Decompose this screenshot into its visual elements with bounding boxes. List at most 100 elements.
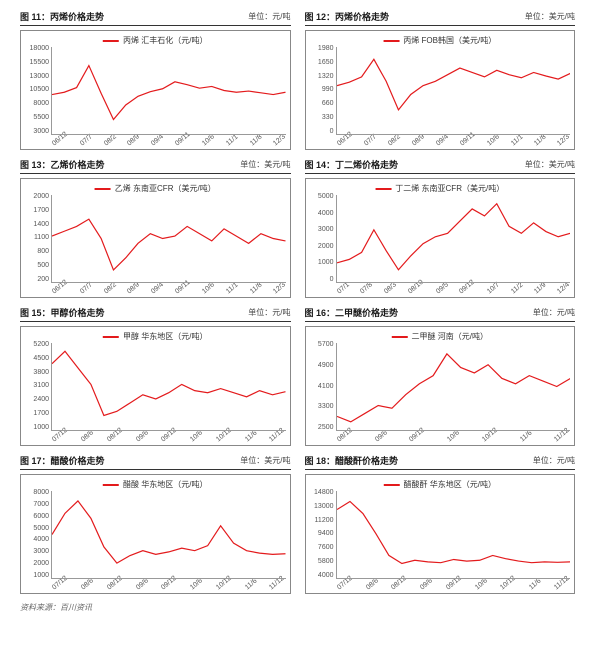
line-svg: [52, 491, 286, 578]
x-tick: 09/6: [135, 429, 150, 443]
y-tick: 7000: [23, 501, 49, 508]
x-tick: 10/6: [189, 429, 204, 443]
plot-area: [51, 47, 286, 135]
chart-legend: 醋酸 华东地区（元/吨）: [103, 479, 207, 490]
y-tick: 1100: [23, 234, 49, 241]
chart-panel: 图 16：二甲醚价格走势单位：元/吨二甲醚 河南（元/吨）57004900410…: [305, 306, 576, 446]
x-tick: 10/6: [189, 577, 204, 591]
chart-unit: 单位：美元/吨: [525, 11, 575, 22]
plot-area: [336, 195, 571, 283]
chart-title: 图 13：乙烯价格走势: [20, 158, 105, 171]
chart-plot: 醋酸酐 华东地区（元/吨）148001300011200940076005800…: [305, 474, 576, 594]
y-tick: 6000: [23, 513, 49, 520]
x-tick: 08/9: [411, 133, 426, 147]
chart-legend: 丁二烯 东南亚CFR（美元/吨）: [375, 183, 504, 194]
legend-label: 醋酸 华东地区（元/吨）: [123, 479, 207, 490]
y-tick: 2400: [23, 396, 49, 403]
series-line: [52, 219, 286, 270]
chart-header: 图 16：二甲醚价格走势单位：元/吨: [305, 306, 576, 322]
y-tick: 1000: [23, 424, 49, 431]
y-tick: 8000: [23, 489, 49, 496]
x-tick: 10/6: [486, 133, 501, 147]
y-tick: 4500: [23, 355, 49, 362]
y-tick: 0: [308, 276, 334, 283]
x-tick: 11/6: [244, 578, 259, 592]
legend-swatch: [384, 484, 400, 486]
y-tick: 10500: [23, 86, 49, 93]
x-tick: 11/8: [249, 134, 264, 148]
x-tick: 11/6: [528, 578, 543, 592]
y-axis: 500040003000200010000: [308, 193, 334, 283]
legend-label: 丁二烯 东南亚CFR（美元/吨）: [395, 183, 504, 194]
x-tick: 08/6: [80, 429, 95, 443]
y-axis: 80007000600050004000300020001000: [23, 489, 49, 579]
y-tick: 5000: [23, 525, 49, 532]
x-tick: 10/7: [486, 281, 501, 295]
x-tick: 07/1: [336, 281, 351, 295]
x-tick: 09/6: [419, 577, 434, 591]
chart-grid: 图 11：丙烯价格走势单位：元/吨丙烯 汇丰石化（元/吨）18000155001…: [20, 10, 575, 594]
x-tick: 10/6: [446, 429, 461, 443]
chart-panel: 图 11：丙烯价格走势单位：元/吨丙烯 汇丰石化（元/吨）18000155001…: [20, 10, 291, 150]
y-tick: 7600: [308, 544, 334, 551]
chart-plot: 丙烯 汇丰石化（元/吨）1800015500130001050080005500…: [20, 30, 291, 150]
x-axis: 07/107/808/308/1009/509/1210/711/211/912…: [336, 290, 571, 297]
x-tick: 09/5: [435, 281, 450, 295]
source-text: 资料来源：百川资讯: [20, 602, 575, 613]
chart-plot: 丁二烯 东南亚CFR（美元/吨）50004000300020001000007/…: [305, 178, 576, 298]
chart-panel: 图 15：甲醇价格走势单位：元/吨甲醇 华东地区（元/吨）52004500380…: [20, 306, 291, 446]
y-tick: 2500: [308, 424, 334, 431]
y-tick: 1980: [308, 45, 334, 52]
x-tick: 10/6: [201, 281, 216, 295]
chart-plot: 醋酸 华东地区（元/吨）8000700060005000400030002000…: [20, 474, 291, 594]
y-tick: 3000: [23, 128, 49, 135]
chart-title: 图 16：二甲醚价格走势: [305, 306, 399, 319]
y-tick: 2000: [23, 560, 49, 567]
plot-area: [51, 195, 286, 283]
x-axis: 08/1209/609/1210/610/1211/611/12: [336, 438, 571, 445]
chart-title: 图 15：甲醇价格走势: [20, 306, 105, 319]
y-tick: 660: [308, 100, 334, 107]
chart-title: 图 17：醋酸价格走势: [20, 454, 105, 467]
x-tick: 11/9: [533, 282, 548, 296]
chart-unit: 单位：美元/吨: [240, 455, 290, 466]
x-axis: 07/1208/608/1209/609/1210/610/1211/611/1…: [51, 586, 286, 593]
line-svg: [52, 195, 286, 282]
legend-swatch: [103, 484, 119, 486]
x-tick: 08/9: [126, 281, 141, 295]
y-tick: 3000: [23, 548, 49, 555]
x-tick: 07/8: [359, 281, 374, 295]
x-tick: 11/1: [225, 282, 240, 296]
y-axis: 1480013000112009400760058004000: [308, 489, 334, 579]
chart-legend: 醋酸酐 华东地区（元/吨）: [384, 479, 496, 490]
series-line: [52, 66, 286, 120]
plot-area: [336, 47, 571, 135]
x-axis: 07/1208/608/1209/609/1210/610/1211/611/1…: [336, 586, 571, 593]
chart-header: 图 17：醋酸价格走势 单位：美元/吨: [20, 454, 291, 470]
x-tick: 11/8: [249, 282, 264, 296]
series-line: [52, 351, 286, 415]
legend-swatch: [375, 188, 391, 190]
chart-plot: 丙烯 FOB韩国（美元/吨）198016501320990660330006/1…: [305, 30, 576, 150]
legend-swatch: [95, 188, 111, 190]
chart-unit: 单位：美元/吨: [240, 159, 290, 170]
y-tick: 500: [23, 262, 49, 269]
chart-legend: 甲醇 华东地区（元/吨）: [103, 331, 207, 342]
chart-header: 图 11：丙烯价格走势单位：元/吨: [20, 10, 291, 26]
x-tick: 11/2: [510, 282, 525, 296]
y-tick: 5000: [308, 193, 334, 200]
y-tick: 1700: [23, 207, 49, 214]
x-tick: 09/6: [374, 429, 389, 443]
y-tick: 5800: [308, 558, 334, 565]
legend-swatch: [392, 336, 408, 338]
y-tick: 4100: [308, 383, 334, 390]
x-tick: 10/6: [201, 133, 216, 147]
chart-plot: 甲醇 华东地区（元/吨）5200450038003100240017001000…: [20, 326, 291, 446]
y-tick: 13000: [308, 503, 334, 510]
x-tick: 07/7: [363, 133, 378, 147]
chart-unit: 单位：元/吨: [533, 455, 575, 466]
y-tick: 3300: [308, 403, 334, 410]
chart-legend: 乙烯 东南亚CFR（美元/吨）: [95, 183, 216, 194]
x-tick: 11/6: [519, 430, 534, 444]
chart-header: 图 14：丁二烯价格走势单位：美元/吨: [305, 158, 576, 174]
